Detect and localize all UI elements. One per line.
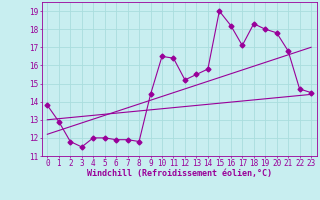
X-axis label: Windchill (Refroidissement éolien,°C): Windchill (Refroidissement éolien,°C) — [87, 169, 272, 178]
